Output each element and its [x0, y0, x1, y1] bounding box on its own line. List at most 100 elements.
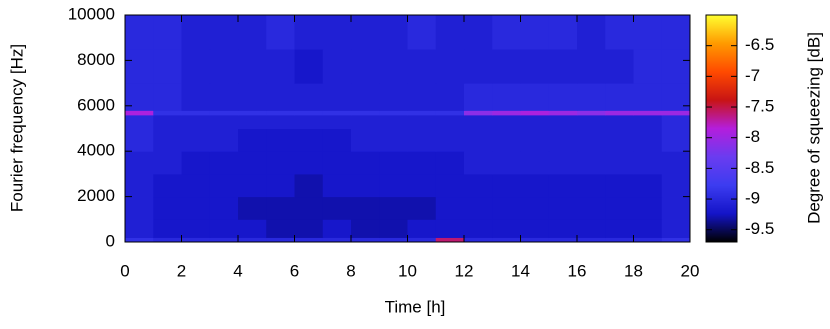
heatmap-cell [238, 49, 267, 84]
heatmap-cell [605, 237, 634, 243]
heatmap-cell [322, 114, 352, 129]
heatmap-cell [577, 151, 606, 175]
heatmap-cell [181, 173, 211, 198]
colorbar-strip [706, 36, 737, 38]
heatmap-cell [435, 83, 465, 111]
heatmap-cell [351, 15, 380, 50]
heatmap-cell [548, 110, 578, 116]
colorbar-strip [706, 106, 737, 108]
heatmap-cell [294, 83, 324, 111]
colorbar-strip [706, 191, 737, 193]
y-tick-label: 6000 [77, 95, 115, 114]
colorbar-strip [706, 234, 737, 236]
colorbar-strip [706, 45, 737, 47]
colorbar-tick-label: -9.5 [745, 219, 774, 238]
colorbar-strip [706, 175, 737, 177]
heatmap-cell [351, 114, 380, 129]
heatmap-cell [209, 151, 239, 175]
colorbar-strip [706, 168, 737, 170]
heatmap-cell [520, 151, 550, 175]
heatmap-cell [209, 114, 239, 129]
colorbar-strip [706, 177, 737, 179]
heatmap-cell [266, 237, 295, 243]
colorbar-strip [706, 197, 737, 199]
heatmap-cell [322, 219, 352, 238]
colorbar-strip [706, 113, 737, 115]
colorbar-strip [706, 89, 737, 91]
heatmap-cell [577, 128, 606, 152]
heatmap-cell [492, 49, 521, 84]
colorbar-strip [706, 102, 737, 104]
colorbar-strip [706, 152, 737, 154]
heatmap-cell [520, 128, 550, 152]
colorbar-strip [706, 83, 737, 85]
colorbar-strip [706, 56, 737, 58]
colorbar-strip [706, 224, 737, 226]
heatmap-cell [407, 173, 437, 198]
y-tick-label: 10000 [68, 4, 115, 23]
heatmap-cell [492, 173, 521, 198]
colorbar-strip [706, 123, 737, 125]
colorbar-strip [706, 240, 737, 242]
colorbar-strip [706, 194, 737, 196]
colorbar-strip [706, 48, 737, 50]
heatmap-cell [548, 151, 578, 175]
colorbar-strip [706, 214, 737, 216]
colorbar-strip [706, 233, 737, 235]
colorbar-strip [706, 221, 737, 223]
colorbar-strip [706, 196, 737, 198]
colorbar-strip [706, 225, 737, 227]
heatmap-cell [605, 15, 634, 50]
colorbar-strip [706, 159, 737, 161]
colorbar-strip [706, 185, 737, 187]
heatmap-cell [266, 128, 295, 152]
heatmap-cell [379, 114, 408, 129]
colorbar-strip [706, 37, 737, 39]
colorbar-strip [706, 215, 737, 217]
colorbar-strip [706, 109, 737, 111]
colorbar-strip [706, 134, 737, 136]
colorbar-strip [706, 141, 737, 143]
colorbar-strip [706, 155, 737, 157]
colorbar-strip [706, 167, 737, 169]
heatmap-cell [379, 237, 408, 243]
heatmap-cell [125, 151, 154, 175]
colorbar-strip [706, 29, 737, 31]
heatmap-cell [407, 196, 437, 220]
colorbar-strip [706, 187, 737, 189]
colorbar-strip [706, 131, 737, 133]
heatmap-cell [125, 237, 154, 243]
colorbar-strip [706, 79, 737, 81]
heatmap-cell [633, 237, 663, 243]
colorbar-strip [706, 91, 737, 93]
heatmap-cell [266, 173, 295, 198]
heatmap-cell [322, 110, 352, 116]
colorbar-strip [706, 64, 737, 66]
heatmap-cell [577, 83, 606, 111]
heatmap-cell [238, 196, 267, 220]
x-tick-label: 2 [177, 261, 186, 280]
y-tick-label: 4000 [77, 141, 115, 160]
heatmap-cell [125, 173, 154, 198]
heatmap-cell [209, 219, 239, 238]
heatmap-cell [351, 110, 380, 116]
colorbar-strip [706, 193, 737, 195]
heatmap-cell [633, 151, 663, 175]
colorbar-strip [706, 144, 737, 146]
colorbar-strip [706, 111, 737, 113]
heatmap-cell [548, 219, 578, 238]
heatmap-cell [125, 49, 154, 84]
colorbar-strip [706, 150, 737, 152]
colorbar-strip [706, 153, 737, 155]
x-tick-label: 14 [511, 261, 530, 280]
heatmap-cell [520, 110, 550, 116]
colorbar-strip [706, 93, 737, 95]
heatmap-cell [209, 128, 239, 152]
colorbar-strip [706, 42, 737, 44]
colorbar-strip [706, 28, 737, 30]
heatmap-cell [351, 128, 380, 152]
heatmap-cell [351, 49, 380, 84]
heatmap-cell [322, 151, 352, 175]
colorbar-strip [706, 182, 737, 184]
heatmap-cell [153, 237, 182, 243]
